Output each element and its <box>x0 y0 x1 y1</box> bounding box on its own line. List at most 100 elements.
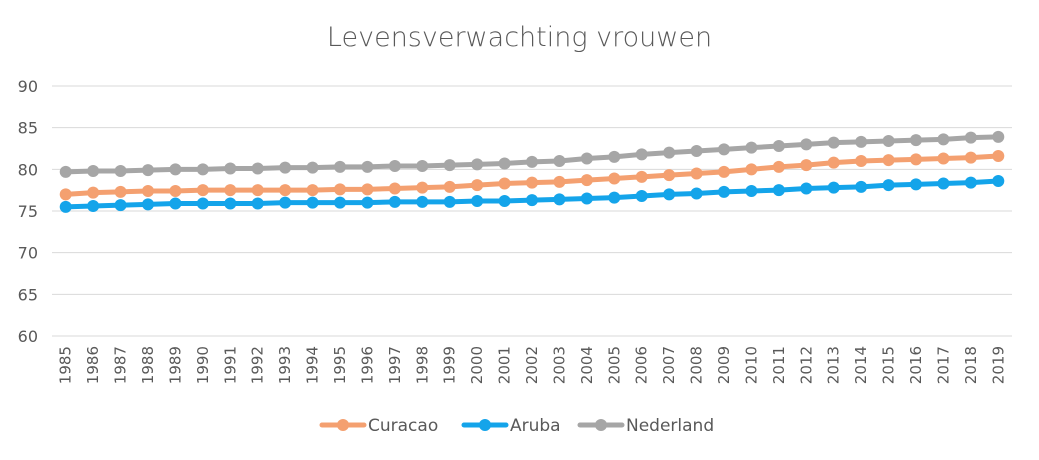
chart-title: Levensverwachting vrouwen <box>327 22 712 53</box>
data-point-aruba <box>388 195 401 208</box>
x-tick-label: 2010 <box>742 346 760 384</box>
data-point-nederland <box>827 136 840 149</box>
legend-label: Curacao <box>368 416 438 436</box>
data-point-aruba <box>279 196 292 209</box>
legend-swatch-marker <box>479 419 491 431</box>
legend-item-aruba: Aruba <box>461 416 561 436</box>
data-point-curacao <box>635 170 648 183</box>
y-tick-label: 70 <box>18 244 38 263</box>
x-tick-label: 1988 <box>139 346 157 384</box>
x-tick-label: 2011 <box>770 346 788 384</box>
x-tick-label: 1997 <box>386 346 404 384</box>
x-tick-label: 1994 <box>304 346 322 384</box>
data-point-nederland <box>910 134 922 147</box>
data-point-curacao <box>306 184 319 197</box>
data-point-aruba <box>910 178 922 191</box>
data-point-curacao <box>745 163 758 176</box>
legend-label: Aruba <box>510 416 561 436</box>
x-tick-label: 1987 <box>112 346 130 384</box>
data-point-nederland <box>882 135 895 147</box>
data-point-curacao <box>59 188 72 201</box>
data-point-aruba <box>690 187 703 200</box>
data-point-nederland <box>169 163 182 176</box>
y-tick-label: 90 <box>18 77 38 96</box>
y-axis-ticks: 60 65 70 75 80 85 90 <box>18 77 38 346</box>
data-point-curacao <box>800 159 813 172</box>
data-point-curacao <box>580 174 593 187</box>
data-point-nederland <box>937 133 950 146</box>
data-point-curacao <box>526 176 538 189</box>
data-point-curacao <box>498 177 511 190</box>
x-tick-label: 1990 <box>194 346 212 384</box>
series-curacao <box>59 150 1005 201</box>
data-point-curacao <box>443 180 456 193</box>
data-point-nederland <box>745 141 758 154</box>
data-point-curacao <box>279 184 292 197</box>
x-tick-label: 1993 <box>276 346 294 384</box>
x-tick-label: 1992 <box>249 346 267 384</box>
x-tick-label: 2006 <box>633 346 651 384</box>
data-point-aruba <box>608 191 621 204</box>
x-tick-label: 1999 <box>441 346 459 384</box>
x-tick-label: 1995 <box>331 346 349 384</box>
data-point-nederland <box>59 165 72 178</box>
data-point-aruba <box>443 195 456 208</box>
series-layer <box>59 130 1005 213</box>
data-point-nederland <box>196 163 209 176</box>
data-point-nederland <box>718 143 730 156</box>
data-point-aruba <box>361 196 374 209</box>
data-point-curacao <box>855 155 868 167</box>
x-tick-label: 1996 <box>358 346 376 384</box>
data-point-curacao <box>964 151 977 164</box>
x-tick-label: 1991 <box>221 346 239 384</box>
data-point-aruba <box>251 197 264 210</box>
data-point-nederland <box>224 162 237 175</box>
data-point-aruba <box>306 196 319 209</box>
x-tick-label: 2013 <box>825 346 843 384</box>
legend: Curacao Aruba Nederland <box>319 416 714 436</box>
x-axis-ticks: 1985 1986 1987 1988 1989 1990 1991 1992 1993 1994… <box>57 346 1008 384</box>
data-point-curacao <box>142 185 154 197</box>
data-point-curacao <box>718 165 730 178</box>
data-point-curacao <box>663 169 676 182</box>
legend-swatch-marker <box>595 419 607 431</box>
data-point-nederland <box>142 164 154 177</box>
data-point-aruba <box>580 192 593 205</box>
x-tick-label: 2012 <box>797 346 815 384</box>
x-tick-label: 2007 <box>660 346 678 384</box>
data-point-nederland <box>416 160 429 172</box>
data-point-nederland <box>471 158 484 171</box>
data-point-curacao <box>114 185 127 198</box>
data-point-curacao <box>827 156 840 169</box>
data-point-nederland <box>279 161 292 174</box>
data-point-aruba <box>827 181 840 194</box>
data-point-curacao <box>361 183 374 196</box>
y-tick-label: 85 <box>18 119 38 138</box>
data-point-aruba <box>718 185 730 198</box>
data-point-nederland <box>553 155 566 167</box>
data-point-curacao <box>772 160 785 173</box>
legend-swatch-marker <box>337 419 349 431</box>
data-point-aruba <box>471 195 484 207</box>
x-tick-label: 1986 <box>84 346 102 384</box>
data-point-aruba <box>498 195 511 207</box>
data-point-curacao <box>992 150 1005 162</box>
data-point-curacao <box>882 154 895 167</box>
data-point-curacao <box>910 153 922 166</box>
data-point-nederland <box>114 165 127 177</box>
x-tick-label: 2009 <box>715 346 733 384</box>
x-tick-label: 2001 <box>496 346 514 384</box>
data-point-nederland <box>663 146 676 159</box>
y-tick-label: 65 <box>18 285 38 304</box>
data-point-aruba <box>114 199 127 212</box>
legend-item-nederland: Nederland <box>577 416 714 436</box>
data-point-aruba <box>416 195 429 208</box>
data-point-curacao <box>937 152 950 165</box>
data-point-curacao <box>196 184 209 197</box>
data-point-curacao <box>224 184 237 197</box>
data-point-aruba <box>169 197 182 210</box>
data-point-aruba <box>553 193 566 206</box>
x-tick-label: 2014 <box>852 346 870 384</box>
data-point-nederland <box>992 130 1005 143</box>
